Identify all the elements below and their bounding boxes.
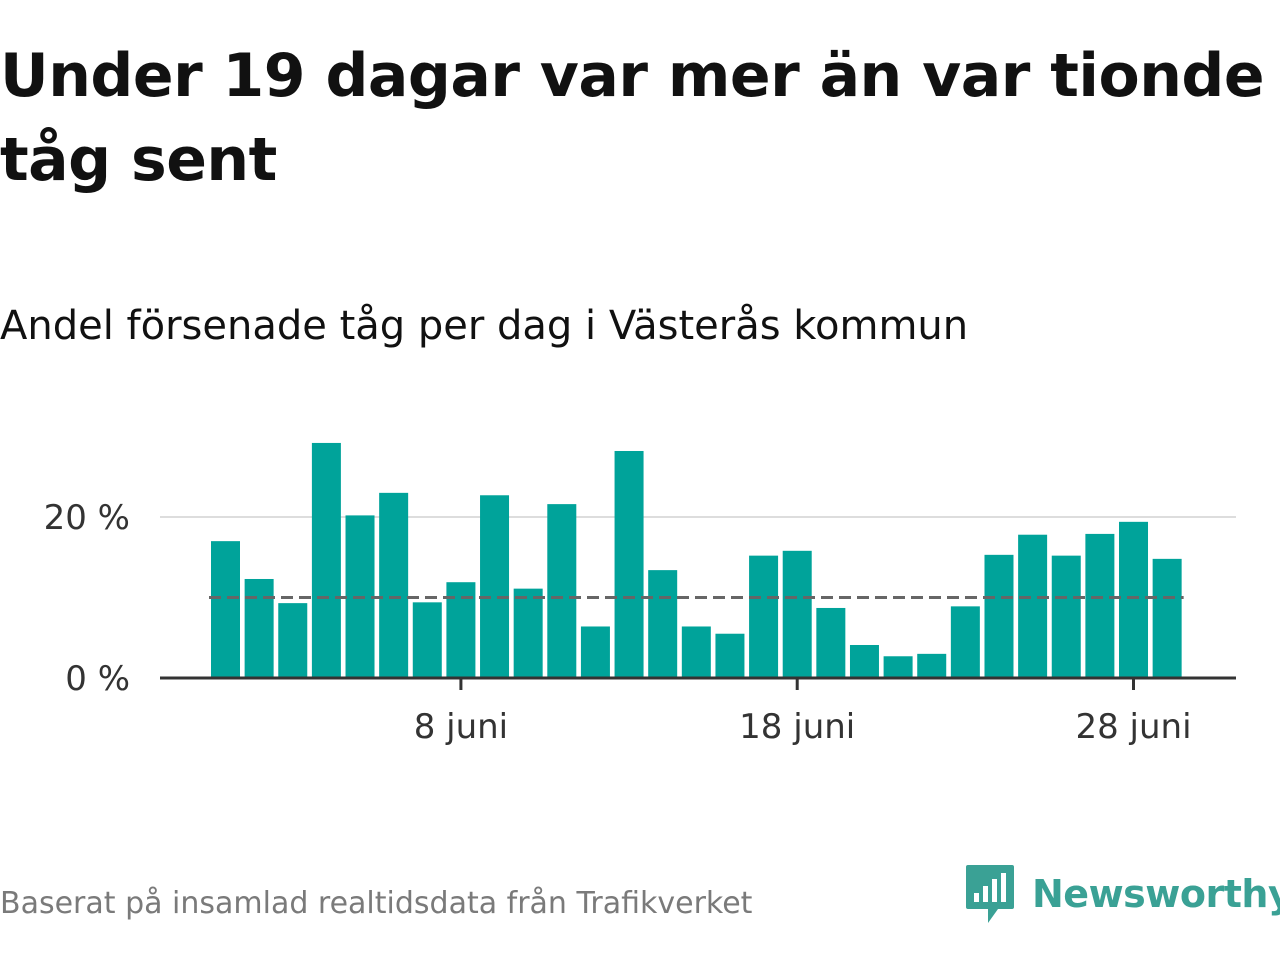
bar bbox=[950, 606, 980, 678]
newsworthy-logo-icon bbox=[966, 865, 1014, 923]
bar bbox=[984, 554, 1014, 678]
bar bbox=[715, 633, 745, 678]
bar bbox=[849, 644, 879, 678]
x-tick-label: 18 juni bbox=[739, 707, 855, 747]
axes: 0 % 20 % 8 juni 18 juni 28 juni bbox=[44, 498, 1236, 747]
bar bbox=[480, 495, 510, 678]
bar bbox=[1085, 533, 1115, 678]
bar bbox=[883, 656, 913, 678]
bars bbox=[211, 442, 1182, 678]
bar-chart: 0 % 20 % 8 juni 18 juni 28 juni bbox=[44, 442, 1236, 747]
bar bbox=[648, 570, 678, 678]
bar bbox=[513, 588, 543, 678]
brand-logo-group: Newsworthy bbox=[964, 862, 1280, 926]
bar bbox=[412, 602, 442, 678]
bar bbox=[816, 607, 846, 678]
bar bbox=[749, 555, 779, 678]
x-tick-label: 8 juni bbox=[414, 707, 508, 747]
x-tick-label: 28 juni bbox=[1075, 707, 1191, 747]
bar bbox=[211, 541, 240, 678]
bar bbox=[1018, 534, 1048, 678]
bar bbox=[311, 442, 341, 678]
source-note: Baserat på insamlad realtidsdata från Tr… bbox=[0, 886, 753, 921]
bar bbox=[917, 653, 947, 678]
y-tick-label: 20 % bbox=[44, 498, 130, 538]
bar bbox=[379, 492, 409, 678]
bar bbox=[547, 504, 577, 678]
bar bbox=[244, 578, 274, 678]
y-tick-label: 0 % bbox=[65, 659, 130, 699]
bar bbox=[1051, 555, 1081, 678]
bar bbox=[1119, 521, 1149, 678]
chart-title: Under 19 dagar var mer än var tionde tåg… bbox=[0, 41, 1265, 195]
bar bbox=[580, 626, 610, 678]
bar bbox=[614, 450, 644, 678]
bar bbox=[1152, 558, 1182, 678]
brand-name: Newsworthy bbox=[1032, 872, 1280, 916]
bar bbox=[278, 603, 308, 678]
bar bbox=[681, 626, 711, 678]
bar bbox=[782, 550, 812, 678]
chart-subtitle: Andel försenade tåg per dag i Västerås k… bbox=[0, 303, 969, 349]
